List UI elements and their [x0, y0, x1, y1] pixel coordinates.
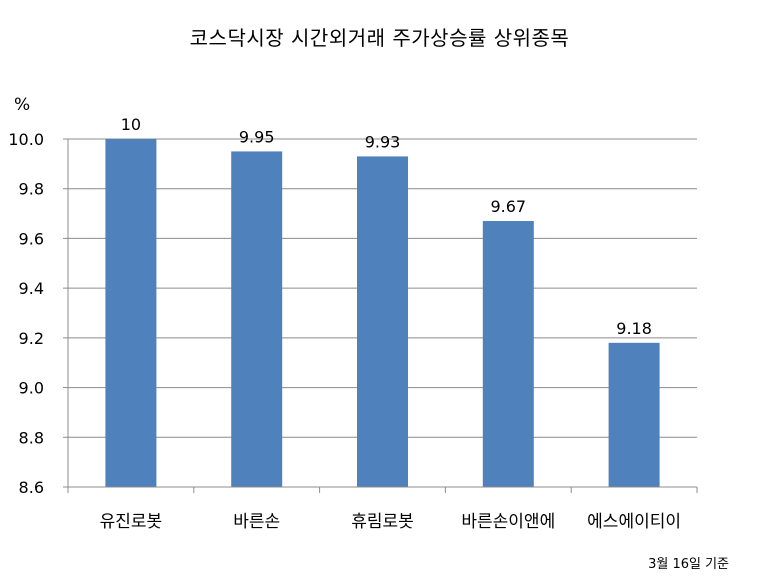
y-tick-label: 9.8: [19, 180, 44, 199]
bar: [105, 139, 157, 487]
labels: 8.6 8.8 9.0 9.2 9.4 9.6 9.8 10.0 10 유진로봇 9.95 바른손 9.…: [8, 115, 681, 532]
y-tick-label: 9.0: [19, 379, 44, 398]
chart-title: 코스닥시장 시간외거래 주가상승률 상위종목: [189, 26, 570, 50]
bar: [482, 221, 534, 487]
bar: [231, 151, 283, 487]
data-label: 9.18: [616, 319, 652, 338]
bar: [608, 342, 660, 487]
data-label: 9.67: [490, 197, 526, 216]
y-tick-label: 9.6: [19, 229, 44, 248]
y-tick-label: 10.0: [8, 130, 44, 149]
date-footnote: 3월 16일 기준: [648, 557, 729, 572]
y-axis-unit-label: %: [14, 95, 31, 115]
x-category-label: 유진로봇: [100, 512, 163, 532]
y-tick-label: 9.2: [19, 329, 44, 348]
axes: [63, 138, 698, 493]
x-category-label: 바른손: [233, 512, 280, 532]
y-tick-label: 8.8: [19, 428, 44, 447]
data-label: 9.95: [239, 127, 275, 146]
x-category-label: 에스에이티이: [587, 512, 681, 532]
y-tick-label: 9.4: [19, 279, 44, 298]
bars: [105, 139, 660, 487]
x-category-label: 휴림로봇: [351, 512, 414, 532]
data-label: 10: [121, 115, 141, 134]
data-label: 9.93: [365, 132, 401, 151]
bar: [357, 156, 408, 487]
y-tick-label: 8.6: [19, 478, 44, 497]
x-category-label: 바른손이앤에: [461, 512, 555, 532]
